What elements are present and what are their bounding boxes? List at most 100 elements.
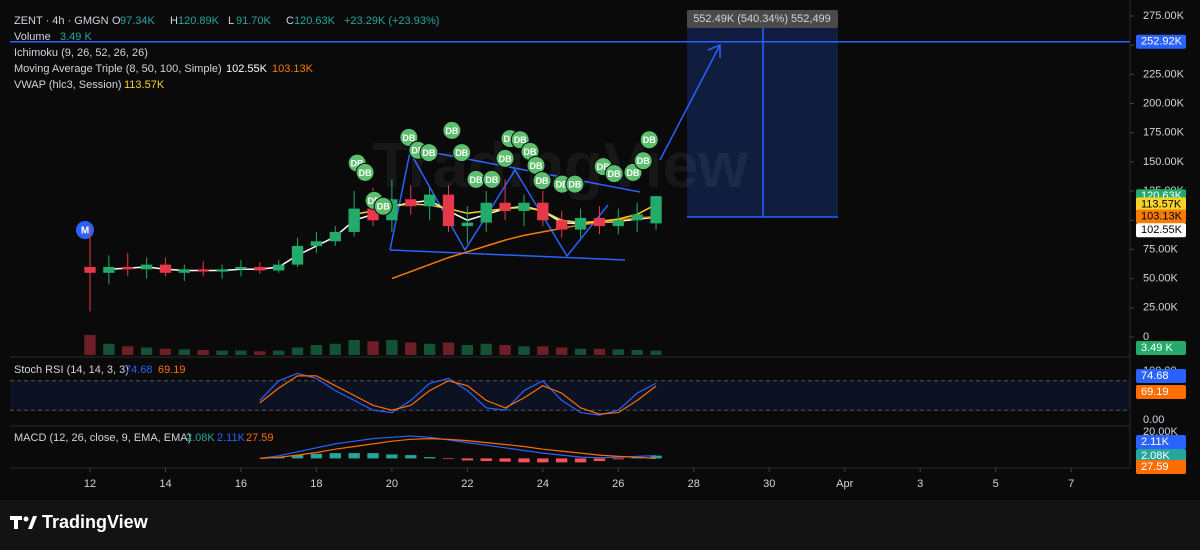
candle-body	[159, 264, 172, 273]
volume-bar	[197, 350, 209, 355]
y-tick-label: 225.00K	[1143, 68, 1185, 80]
volume-bar	[178, 349, 190, 355]
candle-body	[442, 194, 455, 227]
candle-body	[348, 208, 360, 232]
stoch-tick-label: 0.00	[1143, 414, 1164, 426]
stoch-d-price-label: 69.19	[1141, 386, 1169, 398]
arrow-head	[707, 43, 721, 58]
volume-bar	[122, 346, 134, 355]
vwap-price-label-box	[1136, 197, 1186, 212]
y-tick-label: 150.00K	[1143, 156, 1185, 168]
candle-body	[367, 208, 379, 221]
stoch-d-price-label-box	[1136, 385, 1186, 399]
db-marker	[355, 162, 375, 182]
candle-body	[650, 196, 662, 224]
volume-bar	[499, 345, 511, 355]
ohlc-key: H	[170, 15, 178, 27]
volume-bar	[235, 350, 247, 355]
stoch-d-value: 69.19	[158, 364, 186, 376]
db-marker-label: DB	[422, 148, 435, 158]
macd-hist-price-label: 2.08K	[1141, 450, 1170, 462]
volume-label: Volume	[14, 31, 51, 43]
macd-tick-label: 20.00K	[1143, 426, 1179, 438]
db-marker-label: DB	[377, 202, 390, 212]
db-marker	[373, 196, 393, 216]
volume-bar	[442, 342, 455, 355]
db-marker-label: DB	[597, 162, 610, 172]
db-marker-label: DB	[499, 154, 512, 164]
macd-price-label: 2.11K	[1141, 436, 1170, 448]
stoch-k-value: 74.68	[125, 364, 153, 376]
x-tick-label: 3	[917, 478, 923, 490]
change-value: +23.29K (+23.93%)	[344, 15, 439, 27]
symbol-label: ZENT · 4h · GMGN	[14, 15, 109, 27]
y-tick-label: 75.00K	[1143, 243, 1179, 255]
y-tick-label: 200.00K	[1143, 97, 1185, 109]
macd-histogram-bar	[612, 458, 624, 460]
macd-signal-price-label-box	[1136, 460, 1186, 474]
volume-bar	[612, 349, 624, 355]
ohlc-key: C	[286, 15, 294, 27]
macd-histogram-bar	[499, 458, 511, 462]
candle-body	[291, 245, 304, 265]
macd-histogram-bar	[556, 458, 568, 463]
macd-histogram-bar	[423, 457, 436, 459]
db-marker	[532, 171, 552, 191]
volume-bar	[405, 342, 417, 355]
volume-bar	[273, 350, 285, 355]
ohlc-key: O	[112, 15, 121, 27]
ohlc-value: 120.89K	[178, 15, 220, 27]
candle-body	[122, 266, 134, 270]
volume-bar	[423, 343, 436, 355]
macd-hist-price-label-box	[1136, 449, 1186, 463]
volume-bar	[254, 351, 266, 355]
macd-histogram-bar	[650, 455, 662, 459]
candle-body	[499, 202, 511, 211]
candle-body	[140, 264, 153, 270]
candle-body	[423, 194, 436, 207]
macd-value: 2.11K	[217, 432, 246, 444]
event-marker-label[interactable]: M	[81, 226, 89, 237]
db-marker-label: DB	[637, 156, 650, 166]
db-marker-label: DB	[455, 148, 468, 158]
macd-histogram-bar	[348, 453, 360, 459]
volume-value: 3.49 K	[60, 31, 92, 43]
macd-histogram-bar	[405, 455, 417, 459]
volume-bar	[291, 347, 304, 355]
y-tick-label: 0	[1143, 331, 1149, 343]
macd-histogram-bar	[480, 458, 492, 462]
x-tick-label: 26	[612, 478, 624, 490]
candle-body	[405, 199, 417, 207]
y-tick-label: 275.00K	[1143, 10, 1185, 22]
volume-bar	[461, 345, 474, 355]
db-marker-label: DB	[485, 175, 498, 185]
candle-body	[235, 266, 247, 270]
volume-bar	[574, 348, 587, 355]
x-tick-label: Apr	[836, 478, 853, 490]
level-label-box	[1136, 34, 1186, 49]
ma-price-label-box	[1136, 223, 1186, 238]
pattern-trendline	[389, 249, 626, 261]
db-marker-label: DB	[359, 168, 372, 178]
x-tick-label: 28	[688, 478, 700, 490]
db-marker-label: DB	[536, 176, 549, 186]
volume-bar	[556, 347, 568, 355]
candle-body	[310, 241, 323, 246]
candle-body	[103, 266, 115, 273]
db-marker-label: DB	[470, 175, 483, 185]
projection-arrow	[659, 44, 721, 161]
db-marker-label: DB	[504, 134, 517, 144]
ma-value: 102.55K	[226, 63, 268, 75]
level-label: 252.92K	[1141, 36, 1183, 48]
db-marker	[633, 151, 653, 171]
volume-bar	[216, 350, 228, 355]
db-marker-label: DB	[411, 146, 424, 156]
db-marker	[399, 127, 419, 147]
ma-value: 103.13K	[272, 63, 314, 75]
candle-body	[537, 202, 549, 221]
macd-histogram-bar	[574, 458, 587, 463]
chart-background	[0, 0, 1200, 500]
y-tick-label: 25.00K	[1143, 302, 1179, 314]
